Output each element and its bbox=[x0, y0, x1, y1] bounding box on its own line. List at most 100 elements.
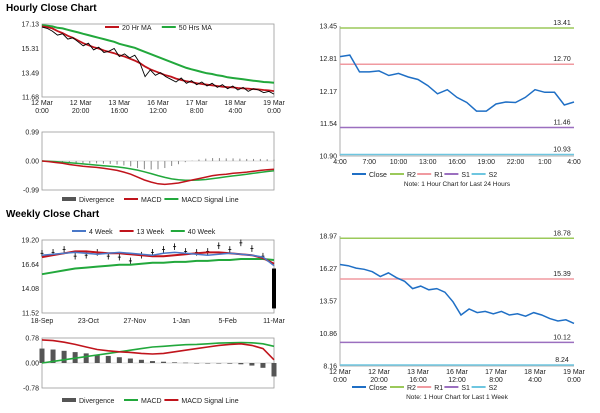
r1-level-label: 12.70 bbox=[553, 56, 571, 63]
x-axis-label: 19 Mar 0:00 bbox=[263, 100, 285, 115]
weekly_levels-legend-label: S1 bbox=[461, 385, 470, 392]
hourly-macd-legend-label: MACD Signal Line bbox=[181, 197, 238, 204]
hourly-macd-y-tick: -0.99 bbox=[23, 188, 39, 195]
hourly-price-y-tick: 11.68 bbox=[22, 95, 39, 102]
divergence-bar bbox=[183, 362, 189, 364]
weekly_levels-y-tick: 18.97 bbox=[319, 234, 337, 241]
s2-level-label: 8.24 bbox=[555, 357, 569, 364]
x-axis-label: 1:00 bbox=[538, 159, 552, 166]
ma4-week-line bbox=[41, 251, 275, 267]
x-axis-label: 18 Mar 4:00 bbox=[524, 369, 546, 384]
hourly-macd-chart: 0.99 0.00 -0.99 Divergence MACD MACD Signal L… bbox=[23, 130, 275, 204]
divergence-bar bbox=[138, 359, 144, 363]
weekly-price-y-tick: 16.64 bbox=[21, 262, 39, 269]
x-axis-label: 5-Feb bbox=[218, 318, 236, 325]
x-axis-label: 17 Mar 8:00 bbox=[485, 369, 507, 384]
hourly_levels-legend-label: Close bbox=[369, 172, 387, 179]
x-axis-label: 23-Oct bbox=[78, 318, 99, 325]
x-axis-label: 16 Mar 12:00 bbox=[446, 369, 468, 384]
hourly_levels-legend-label: S1 bbox=[461, 172, 470, 179]
x-axis-label: 22:00 bbox=[507, 159, 525, 166]
weekly_levels-legend-label: Close bbox=[369, 385, 387, 392]
hourly_levels-y-tick: 12.17 bbox=[319, 89, 337, 96]
divergence-bar bbox=[216, 363, 222, 364]
macd-line bbox=[41, 160, 275, 186]
x-axis-label: 4:00 bbox=[567, 159, 581, 166]
x-axis-label: 13 Mar 16:00 bbox=[407, 369, 429, 384]
divergence-bar bbox=[227, 363, 233, 364]
divergence-bar bbox=[194, 363, 200, 364]
hourly_levels-legend-label: R1 bbox=[434, 172, 443, 179]
r1-level-label: 15.39 bbox=[553, 271, 571, 278]
s1-level-label: 11.46 bbox=[554, 119, 571, 126]
hourly_levels-y-tick: 13.45 bbox=[319, 24, 337, 31]
weekly_levels-y-tick: 10.86 bbox=[319, 331, 337, 338]
divergence-bar bbox=[161, 361, 167, 363]
weekly-macd-legend-swatch bbox=[62, 398, 76, 402]
divergence-bar bbox=[271, 363, 277, 377]
hourly-macd-legend-swatch bbox=[62, 197, 76, 201]
x-axis-label: 18 Mar 4:00 bbox=[224, 100, 246, 115]
hourly-levels-chart: 13.45 12.81 12.17 11.54 10.90 13.41 12.70 11.46… bbox=[319, 20, 581, 188]
weekly_levels-legend-label: S2 bbox=[489, 385, 498, 392]
divergence-bar bbox=[249, 363, 255, 366]
x-axis-label: 12 Mar 0:00 bbox=[31, 100, 53, 115]
hourly-price-legend-label: 20 Hr MA bbox=[122, 25, 152, 32]
x-axis-label: 18-Sep bbox=[31, 318, 54, 325]
ma50-line bbox=[41, 24, 275, 84]
weekly-levels-chart: 18.97 16.27 13.57 10.86 8.16 18.78 15.39 10.12 8… bbox=[319, 230, 585, 401]
weekly-macd-legend-label: Divergence bbox=[79, 398, 115, 405]
x-axis-label: 13 Mar 16:00 bbox=[108, 100, 130, 115]
divergence-bar bbox=[105, 355, 111, 363]
weekly_levels-y-tick: 13.57 bbox=[319, 298, 337, 305]
x-axis-label: 11-Mar bbox=[263, 318, 285, 325]
x-axis-label: 1-Jan bbox=[172, 318, 190, 325]
hourly_levels-y-tick: 11.54 bbox=[320, 121, 337, 128]
r2-level-label: 18.78 bbox=[553, 230, 571, 237]
weekly-macd-chart: 0.78 0.00 -0.78 Divergence MACD MACD Signal L… bbox=[23, 336, 277, 405]
weekly-price-legend-label: 4 Week bbox=[89, 229, 113, 236]
s1-level-label: 10.12 bbox=[553, 334, 571, 341]
hourly-price-y-tick: 17.13 bbox=[21, 22, 39, 29]
weekly-macd-y-tick: 0.00 bbox=[25, 361, 39, 368]
hourly-macd-legend-label: Divergence bbox=[79, 197, 115, 204]
x-axis-label: 19 Mar 0:00 bbox=[563, 369, 585, 384]
close-line bbox=[339, 54, 575, 112]
x-axis-label: 27-Nov bbox=[124, 318, 147, 325]
hourly-section-title: Hourly Close Chart bbox=[6, 3, 97, 14]
divergence-bar bbox=[61, 350, 67, 363]
hourly-macd-y-tick: 0.99 bbox=[25, 130, 39, 137]
weekly-section-title: Weekly Close Chart bbox=[6, 209, 100, 220]
s2-level-label: 10.93 bbox=[553, 146, 571, 153]
weekly_levels-y-tick: 16.27 bbox=[319, 266, 337, 273]
weekly-macd-legend-label: MACD bbox=[141, 398, 162, 405]
x-axis-label: 19:00 bbox=[477, 159, 495, 166]
hourly_levels-y-tick: 10.90 bbox=[319, 154, 337, 161]
x-axis-label: 12 Mar 20:00 bbox=[368, 369, 390, 384]
ma20-line bbox=[41, 25, 275, 92]
weekly-macd-y-tick: 0.78 bbox=[25, 336, 39, 343]
close-price-line bbox=[41, 26, 275, 95]
hourly-macd-legend-label: MACD bbox=[141, 197, 162, 204]
x-axis-label: 16 Mar 12:00 bbox=[147, 100, 169, 115]
divergence-bar bbox=[260, 363, 266, 368]
divergence-bar bbox=[238, 363, 244, 365]
plot-frame bbox=[41, 23, 275, 98]
x-axis-label: 17 Mar 8:00 bbox=[186, 100, 208, 115]
x-axis-label: 4:00 bbox=[333, 159, 347, 166]
x-axis-label: 7:00 bbox=[362, 159, 376, 166]
chart-note: Note: 1 Hour Chart for Last 1 Week bbox=[406, 394, 509, 401]
divergence-bar bbox=[39, 348, 45, 363]
x-axis-label: 12 Mar 20:00 bbox=[70, 100, 92, 115]
divergence-bar bbox=[127, 358, 133, 363]
divergence-bar bbox=[149, 361, 155, 363]
divergence-bar bbox=[116, 357, 122, 363]
x-axis-label: 13:00 bbox=[419, 159, 437, 166]
hourly-price-y-tick: 15.31 bbox=[21, 46, 39, 53]
weekly_levels-legend-label: R1 bbox=[434, 385, 443, 392]
hourly-macd-y-tick: 0.00 bbox=[25, 159, 39, 166]
divergence-bar bbox=[83, 353, 89, 363]
hourly_levels-legend-label: R2 bbox=[407, 172, 416, 179]
